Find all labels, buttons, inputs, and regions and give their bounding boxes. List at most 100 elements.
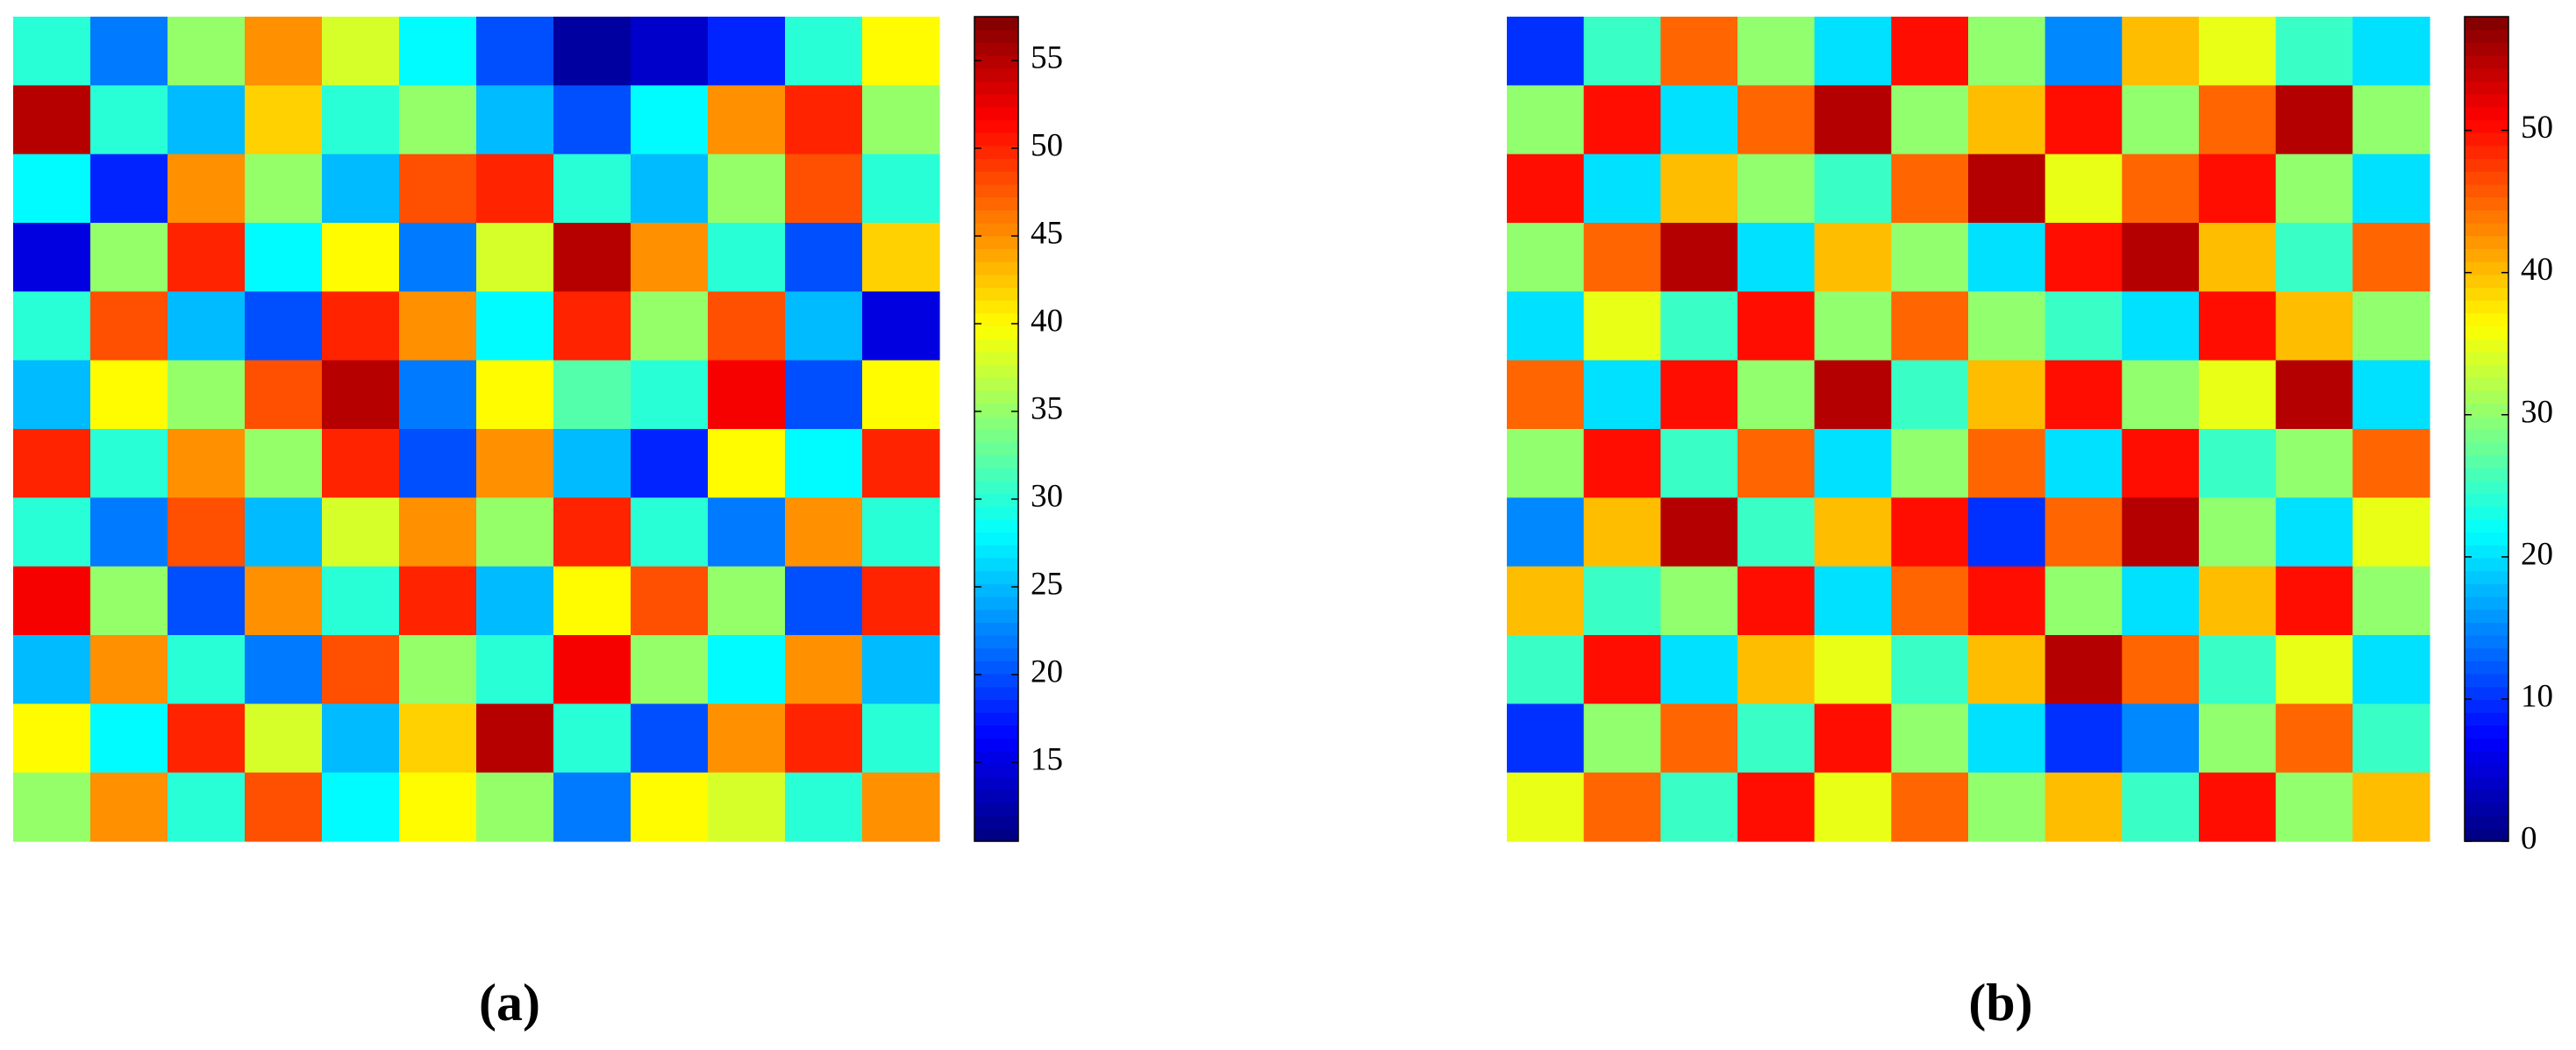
heatmap-cell [90, 497, 168, 568]
heatmap-cell [2352, 497, 2430, 568]
heatmap-cell [476, 704, 554, 774]
heatmap-cell [322, 360, 400, 430]
heatmap-cell [2352, 17, 2430, 86]
colorbar-band [974, 725, 1018, 739]
colorbar-band [974, 661, 1018, 675]
colorbar-band [2465, 235, 2508, 249]
heatmap-cell [1814, 429, 1892, 498]
colorbar-band [974, 171, 1018, 185]
heatmap-cell [168, 154, 246, 224]
colorbar-band [2465, 828, 2508, 842]
colorbar-band [2465, 68, 2508, 82]
colorbar-band [974, 119, 1018, 133]
colorbar-band [974, 377, 1018, 391]
colorbar-band [974, 712, 1018, 726]
colorbar-band [974, 132, 1018, 146]
heatmap-cell [168, 85, 246, 155]
colorbar-band [974, 789, 1018, 804]
heatmap-cell [553, 17, 632, 86]
heatmap-cell [399, 704, 477, 774]
heatmap-cell [2044, 17, 2123, 86]
heatmap-cell [1968, 223, 2046, 292]
colorbar-band [2465, 416, 2508, 430]
heatmap-cell [1814, 704, 1892, 774]
heatmap-cell [476, 360, 554, 430]
colorbar-tick-label: 50 [1031, 127, 1063, 163]
heatmap-cell [1507, 704, 1585, 774]
colorbar-band [2465, 183, 2508, 198]
heatmap-cell [1738, 154, 1816, 224]
heatmap-cell [1660, 85, 1738, 155]
colorbar-band [974, 300, 1018, 314]
heatmap-cell [862, 497, 940, 568]
heatmap-cell [1507, 291, 1585, 361]
colorbar-band [2465, 776, 2508, 790]
heatmap-cell [245, 497, 323, 568]
colorbar-band [974, 68, 1018, 82]
heatmap-cell [1891, 85, 1969, 155]
colorbar-band [974, 364, 1018, 378]
heatmap-cell [2275, 223, 2353, 292]
heatmap-cell [2352, 85, 2430, 155]
heatmap-cell [168, 497, 246, 568]
heatmap-cell [862, 772, 940, 842]
heatmap-cell [1814, 772, 1892, 842]
heatmap-cell [1507, 429, 1585, 498]
heatmap-cell [168, 360, 246, 430]
heatmap-cell [2275, 17, 2353, 86]
heatmap-cell [399, 85, 477, 155]
colorbar-band [974, 416, 1018, 430]
heatmap-cell [2275, 85, 2353, 155]
heatmap-cell [322, 85, 400, 155]
heatmap-cell [13, 566, 91, 636]
colorbar-band [2465, 300, 2508, 314]
heatmap-cell [708, 497, 786, 568]
colorbar-band [974, 518, 1018, 533]
colorbar-band [2465, 647, 2508, 661]
heatmap-cell [1891, 635, 1969, 704]
heatmap-cell [631, 85, 709, 155]
heatmap-cell [2044, 360, 2123, 430]
heatmap-cell [1583, 17, 1661, 86]
heatmap-cell [785, 154, 863, 224]
heatmap-cell [553, 85, 632, 155]
heatmap-cell [2199, 291, 2277, 361]
colorbar-band [2465, 518, 2508, 533]
colorbar-band [2465, 17, 2508, 31]
heatmap-cell [1507, 17, 1585, 86]
heatmap-cell [322, 772, 400, 842]
heatmap-cell [13, 360, 91, 430]
heatmap-cell [476, 772, 554, 842]
heatmap-cell [708, 291, 786, 361]
colorbar-band [2465, 106, 2508, 121]
heatmap-cell [1660, 635, 1738, 704]
colorbar-band [974, 609, 1018, 623]
heatmap-cell [785, 360, 863, 430]
heatmap-cell [1660, 429, 1738, 498]
heatmap-cell [245, 223, 323, 292]
heatmap-cell [785, 85, 863, 155]
heatmap-cell [1814, 17, 1892, 86]
colorbar-band [974, 248, 1018, 262]
heatmap-cell [785, 291, 863, 361]
colorbar-tick-label: 15 [1031, 741, 1063, 777]
heatmap-cell [1891, 223, 1969, 292]
heatmap-cell [2122, 360, 2200, 430]
heatmap-cell [2122, 154, 2200, 224]
heatmap-cell [1891, 429, 1969, 498]
heatmap-cell [322, 566, 400, 636]
colorbar-band [974, 493, 1018, 507]
heatmap-cell [1507, 223, 1585, 292]
heatmap-cell [1583, 772, 1661, 842]
colorbar-band [2465, 42, 2508, 56]
colorbar-tick-label: 25 [1031, 566, 1063, 602]
heatmap-cell [1507, 772, 1585, 842]
heatmap-cell [2199, 17, 2277, 86]
heatmap-cell [1968, 17, 2046, 86]
colorbar-band [2465, 403, 2508, 417]
heatmap-cell [2275, 360, 2353, 430]
heatmap-cell [1968, 497, 2046, 568]
heatmap-cell [2352, 772, 2430, 842]
heatmap-cell [1738, 429, 1816, 498]
heatmap-cell [1891, 154, 1969, 224]
